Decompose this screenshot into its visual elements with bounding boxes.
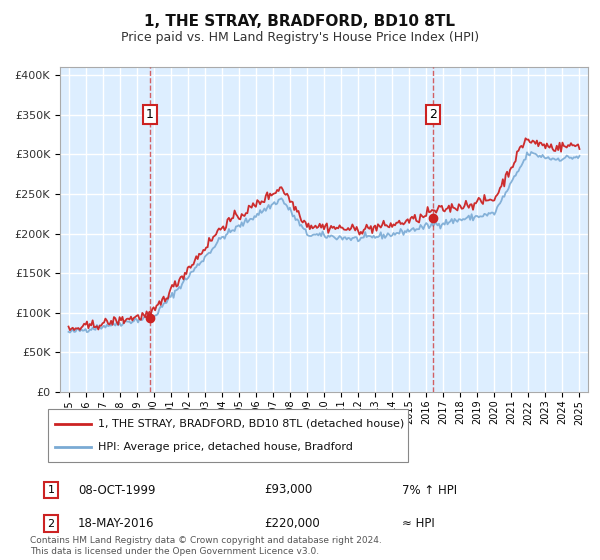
Text: 1, THE STRAY, BRADFORD, BD10 8TL: 1, THE STRAY, BRADFORD, BD10 8TL [145,14,455,29]
Text: £93,000: £93,000 [264,483,312,497]
Text: 1, THE STRAY, BRADFORD, BD10 8TL (detached house): 1, THE STRAY, BRADFORD, BD10 8TL (detach… [98,419,404,429]
FancyBboxPatch shape [48,409,408,462]
Text: 18-MAY-2016: 18-MAY-2016 [78,517,155,530]
Text: 1: 1 [47,485,55,495]
Text: 08-OCT-1999: 08-OCT-1999 [78,483,155,497]
Text: Price paid vs. HM Land Registry's House Price Index (HPI): Price paid vs. HM Land Registry's House … [121,31,479,44]
Text: ≈ HPI: ≈ HPI [402,517,435,530]
Text: £220,000: £220,000 [264,517,320,530]
Text: Contains HM Land Registry data © Crown copyright and database right 2024.
This d: Contains HM Land Registry data © Crown c… [30,536,382,556]
Text: 1: 1 [146,108,154,121]
Text: HPI: Average price, detached house, Bradford: HPI: Average price, detached house, Brad… [98,442,353,452]
Text: 2: 2 [47,519,55,529]
Text: 7% ↑ HPI: 7% ↑ HPI [402,483,457,497]
Text: 2: 2 [429,108,437,121]
